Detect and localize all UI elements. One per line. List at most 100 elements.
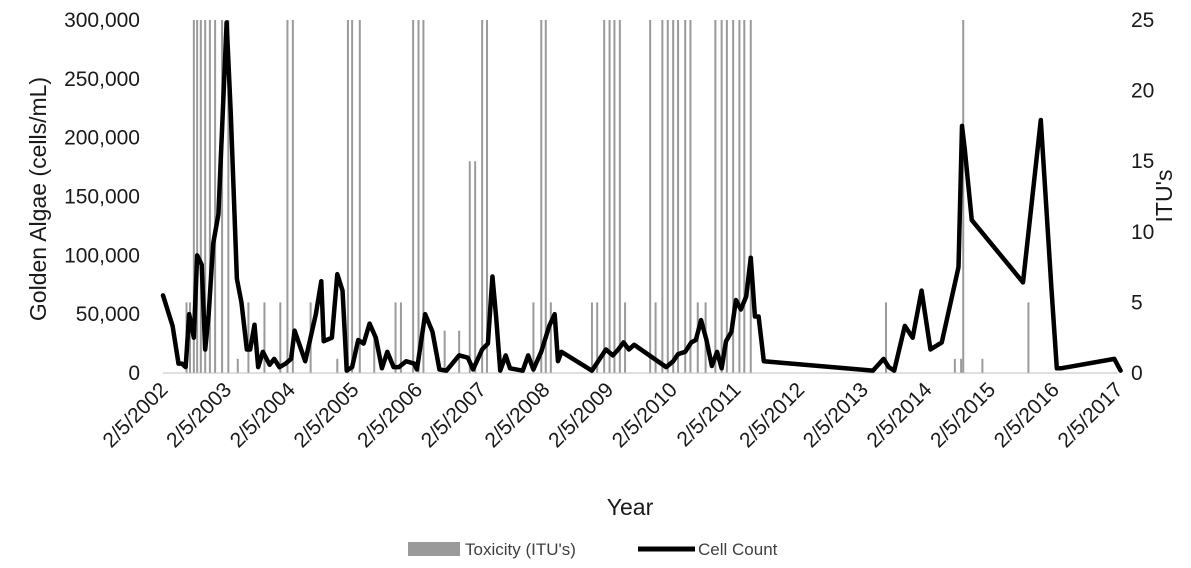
toxicity-bar bbox=[468, 161, 471, 373]
toxicity-bar bbox=[204, 20, 207, 373]
toxicity-bar bbox=[677, 20, 680, 373]
toxicity-bar bbox=[458, 330, 461, 373]
x-tick-label: 2/5/2005 bbox=[289, 378, 363, 452]
y-left-tick-label: 100,000 bbox=[64, 244, 140, 267]
toxicity-bar bbox=[654, 302, 657, 373]
x-axis-ticks: 2/5/20022/5/20032/5/20042/5/20052/5/2006… bbox=[98, 378, 1127, 452]
toxicity-bar bbox=[286, 20, 289, 373]
cell-count-line bbox=[160, 20, 1123, 373]
toxicity-bar bbox=[422, 20, 425, 373]
toxicity-bar bbox=[689, 20, 692, 373]
x-tick-label: 2/5/2002 bbox=[98, 378, 172, 452]
toxicity-bar bbox=[279, 302, 282, 373]
toxicity-bar bbox=[291, 20, 294, 373]
toxicity-bar bbox=[743, 20, 746, 373]
toxicity-bar bbox=[196, 20, 199, 373]
y-left-tick-label: 50,000 bbox=[76, 303, 140, 326]
toxicity-bar bbox=[885, 302, 887, 373]
x-tick-label: 2/5/2007 bbox=[417, 378, 491, 452]
toxicity-bar bbox=[549, 302, 552, 373]
toxicity-bar bbox=[346, 20, 349, 373]
toxicity-bar bbox=[953, 358, 956, 373]
legend: Toxicity (ITU's) Cell Count bbox=[408, 540, 778, 559]
y-left-axis-title: Golden Algae (cells/mL) bbox=[25, 77, 51, 321]
toxicity-bar bbox=[649, 20, 652, 373]
x-tick-label: 2/5/2010 bbox=[608, 378, 682, 452]
toxicity-bar bbox=[221, 20, 224, 373]
toxicity-bar bbox=[738, 20, 741, 373]
toxicity-bar bbox=[336, 358, 339, 373]
right-axis-ticks: 0 5 10 15 20 25 bbox=[1131, 9, 1154, 385]
x-tick-label: 2/5/2012 bbox=[735, 378, 809, 452]
toxicity-bar bbox=[263, 302, 266, 373]
x-axis-title: Year bbox=[607, 494, 654, 520]
x-tick-label: 2/5/2016 bbox=[990, 378, 1064, 452]
y-left-tick-label: 200,000 bbox=[64, 127, 140, 150]
legend-swatch-toxicity bbox=[408, 542, 460, 556]
toxicity-bar bbox=[596, 302, 599, 373]
toxicity-bar bbox=[714, 20, 717, 373]
toxicity-bar bbox=[540, 20, 543, 373]
x-tick-label: 2/5/2011 bbox=[673, 378, 746, 451]
toxicity-bar bbox=[373, 330, 376, 373]
toxicity-bar bbox=[618, 20, 621, 373]
toxicity-bar bbox=[725, 20, 728, 373]
legend-label-toxicity: Toxicity (ITU's) bbox=[465, 540, 576, 559]
x-tick-label: 2/5/2015 bbox=[926, 378, 1000, 452]
toxicity-bar bbox=[960, 358, 963, 373]
toxicity-bar bbox=[394, 302, 397, 373]
x-tick-label: 2/5/2008 bbox=[480, 378, 554, 452]
y-right-axis-title: ITU's bbox=[1151, 170, 1177, 223]
y-right-tick-label: 10 bbox=[1131, 221, 1154, 244]
toxicity-bar bbox=[613, 20, 616, 373]
toxicity-bar bbox=[208, 20, 211, 373]
toxicity-bar bbox=[227, 20, 230, 373]
toxicity-bar bbox=[666, 20, 669, 373]
toxicity-bar bbox=[399, 302, 402, 373]
toxicity-bar bbox=[486, 20, 489, 373]
x-tick-label: 2/5/2013 bbox=[799, 378, 873, 452]
toxicity-bar bbox=[732, 20, 735, 373]
legend-item-cell-count: Cell Count bbox=[638, 540, 778, 559]
y-right-tick-label: 5 bbox=[1131, 291, 1143, 314]
toxicity-bar bbox=[962, 20, 965, 373]
toxicity-bar bbox=[720, 20, 723, 373]
y-right-tick-label: 15 bbox=[1131, 150, 1154, 173]
toxicity-bar bbox=[481, 20, 484, 373]
x-tick-label: 2/5/2009 bbox=[544, 378, 618, 452]
toxicity-bar bbox=[358, 20, 361, 373]
x-tick-label: 2/5/2004 bbox=[226, 378, 300, 452]
x-tick-label: 2/5/2014 bbox=[862, 378, 936, 452]
y-left-tick-label: 0 bbox=[128, 362, 140, 385]
toxicity-bar bbox=[661, 20, 664, 373]
toxicity-bar bbox=[624, 302, 627, 373]
toxicity-bar bbox=[603, 20, 606, 373]
toxicity-bar bbox=[417, 20, 420, 373]
toxicity-bar bbox=[1027, 302, 1030, 373]
toxicity-bar bbox=[192, 20, 195, 373]
toxicity-bar bbox=[236, 358, 239, 373]
toxicity-bar bbox=[532, 302, 535, 373]
legend-item-toxicity: Toxicity (ITU's) bbox=[408, 540, 576, 559]
left-axis-ticks: 0 50,000 100,000 150,000 200,000 250,000 300,0… bbox=[64, 9, 140, 385]
y-right-tick-label: 25 bbox=[1131, 9, 1154, 32]
toxicity-bar bbox=[981, 358, 984, 373]
x-tick-label: 2/5/2017 bbox=[1053, 378, 1127, 452]
x-tick-label: 2/5/2003 bbox=[162, 378, 236, 452]
y-left-tick-label: 300,000 bbox=[64, 9, 140, 32]
toxicity-bar bbox=[351, 20, 354, 373]
cell-count-line-layer bbox=[160, 20, 1123, 373]
toxicity-bars bbox=[185, 20, 1030, 373]
toxicity-bar bbox=[214, 20, 217, 373]
toxicity-bar bbox=[749, 20, 752, 373]
toxicity-bar bbox=[412, 20, 415, 373]
toxicity-bar bbox=[590, 302, 593, 373]
y-left-tick-label: 250,000 bbox=[64, 68, 140, 91]
toxicity-bar bbox=[684, 20, 687, 373]
y-right-tick-label: 20 bbox=[1131, 80, 1154, 103]
toxicity-bar bbox=[672, 20, 675, 373]
toxicity-bar bbox=[544, 20, 547, 373]
toxicity-bar bbox=[199, 20, 202, 373]
y-left-tick-label: 150,000 bbox=[64, 186, 140, 209]
